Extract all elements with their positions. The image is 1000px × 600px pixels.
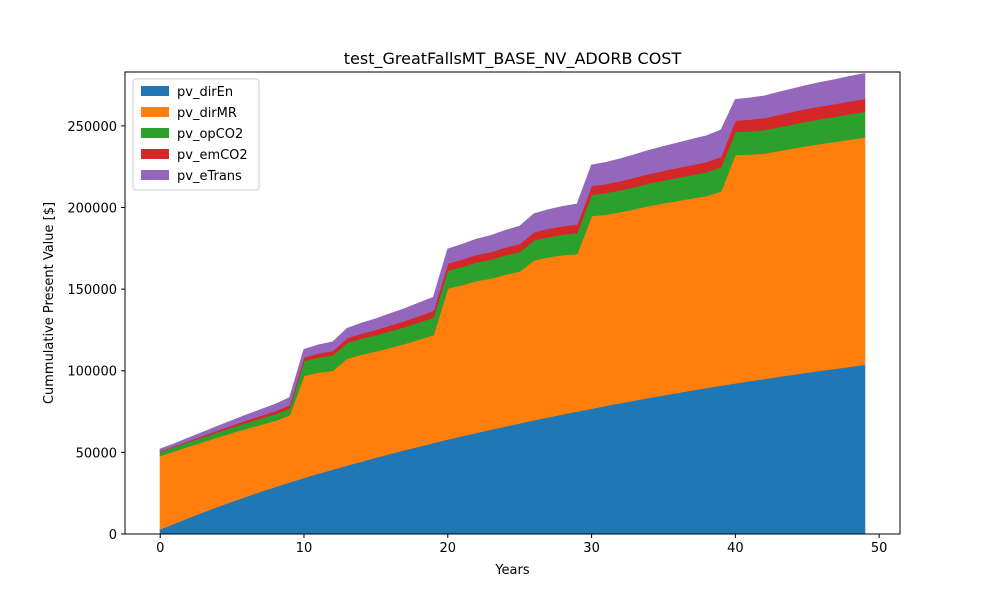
legend: pv_dirEn pv_dirMR pv_opCO2 pv_emCO2 pv_eTran… <box>132 78 260 191</box>
y-axis: 0 50000 100000 150000 200000 250000 <box>67 120 125 543</box>
y-tick-label: 0 <box>109 528 117 543</box>
x-axis-label: Years <box>494 563 530 578</box>
legend-label: pv_dirMR <box>177 106 237 121</box>
legend-swatch <box>141 128 169 138</box>
legend-swatch <box>141 86 169 96</box>
plot-frame <box>124 71 901 535</box>
legend-label: pv_opCO2 <box>177 127 243 142</box>
x-axis: 0 10 20 30 40 50 <box>156 534 887 556</box>
x-tick-label: 10 <box>296 541 313 556</box>
y-tick-label: 200000 <box>67 201 117 216</box>
y-tick-label: 100000 <box>67 365 117 380</box>
x-tick-label: 20 <box>440 541 457 556</box>
area-pv-eTrans <box>159 73 866 452</box>
x-tick-label: 30 <box>583 541 600 556</box>
legend-swatch <box>141 170 169 180</box>
x-tick-label: 50 <box>871 541 888 556</box>
legend-box <box>132 78 260 191</box>
plot-areas <box>159 73 866 535</box>
chart-title: test_GreatFallsMT_BASE_NV_ADORB COST <box>344 49 682 69</box>
x-tick-label: 40 <box>727 541 744 556</box>
y-tick-label: 150000 <box>67 283 117 298</box>
legend-swatch <box>141 149 169 159</box>
y-tick-label: 50000 <box>76 446 117 461</box>
y-tick-label: 250000 <box>67 120 117 135</box>
legend-label: pv_emCO2 <box>177 148 248 163</box>
y-axis-label: Cummulative Present Value [$] <box>42 202 57 404</box>
legend-label: pv_dirEn <box>177 85 233 100</box>
legend-label: pv_eTrans <box>177 169 242 184</box>
x-tick-label: 0 <box>156 541 164 556</box>
legend-swatch <box>141 107 169 117</box>
